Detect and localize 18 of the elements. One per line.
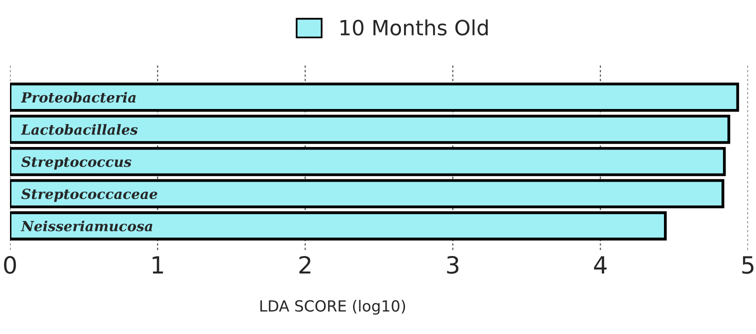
x-tick-label: 5 — [742, 256, 754, 274]
legend-label: 10 Months Old — [340, 19, 488, 36]
x-tick-label: 1 — [152, 256, 163, 274]
bar — [10, 211, 667, 240]
y-tick-label: Streptococcus — [21, 156, 132, 170]
x-axis-title: LDA SCORE (log10) — [260, 300, 406, 315]
x-tick-label: 0 — [4, 256, 16, 274]
bar — [10, 114, 730, 144]
y-tick-label: Neisseriamucosa — [20, 220, 152, 232]
y-tick-label: Proteobacteria — [20, 92, 136, 103]
y-tick-label: Lactobacillales — [20, 124, 138, 135]
x-tick-label: 3 — [447, 256, 458, 274]
bar — [10, 179, 724, 208]
x-tick-label: 2 — [299, 256, 310, 274]
bar — [10, 82, 740, 112]
bar — [10, 146, 726, 176]
y-tick-label: Streptococcaceae — [21, 188, 158, 202]
x-tick-label: 4 — [594, 256, 607, 274]
